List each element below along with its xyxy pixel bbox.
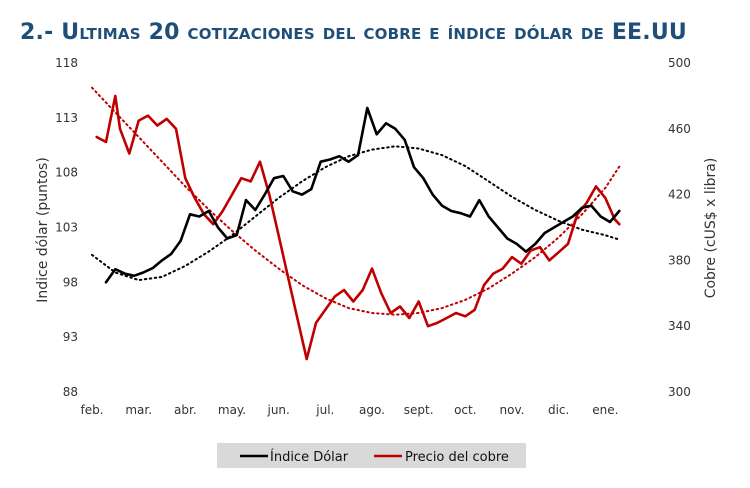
x-tick-label: sept. xyxy=(404,403,434,417)
legend: Índice Dólar Precio del cobre xyxy=(217,443,526,468)
right-tick-label: 300 xyxy=(668,385,691,399)
copper-price-line xyxy=(95,94,621,361)
x-tick-label: jul. xyxy=(315,403,334,417)
dollar-trend-line xyxy=(91,145,621,282)
right-tick-label: 340 xyxy=(668,319,691,333)
right-tick-label: 420 xyxy=(668,188,691,202)
right-tick-label: 380 xyxy=(668,253,691,267)
x-tick-label: ene. xyxy=(592,403,618,417)
left-tick-label: 113 xyxy=(55,111,78,125)
right-tick-label: 460 xyxy=(668,122,691,136)
right-axis-label: Cobre (cUS$ x libra) xyxy=(703,158,719,299)
copper-trend-line xyxy=(91,86,621,316)
series-layer xyxy=(91,86,621,361)
x-axis-ticks: feb. mar. abr. may. jun. jul. ago. sept. oct. nov… xyxy=(80,403,618,417)
x-tick-label: nov. xyxy=(500,403,525,417)
left-tick-label: 118 xyxy=(55,56,78,70)
page-title: 2.- Ultimas 20 cotizaciones del cobre e … xyxy=(20,20,687,45)
x-tick-label: dic. xyxy=(548,403,569,417)
left-axis-label: Indice dólar (puntos) xyxy=(35,157,51,303)
x-tick-label: oct. xyxy=(454,403,476,417)
legend-label-copper: Precio del cobre xyxy=(405,450,509,465)
left-tick-label: 88 xyxy=(63,385,78,399)
right-tick-label: 500 xyxy=(668,56,691,70)
left-tick-label: 98 xyxy=(63,275,78,289)
dollar-index-line xyxy=(104,106,621,284)
left-tick-label: 93 xyxy=(63,330,78,344)
x-tick-label: feb. xyxy=(80,403,103,417)
x-tick-label: abr. xyxy=(174,403,197,417)
left-tick-label: 108 xyxy=(55,166,78,180)
left-axis-ticks: 88 93 98 103 108 113 118 xyxy=(55,56,78,399)
legend-box xyxy=(217,443,526,468)
x-tick-label: mar. xyxy=(125,403,152,417)
x-tick-label: may. xyxy=(218,403,246,417)
left-tick-label: 103 xyxy=(55,221,78,235)
right-axis-ticks: 300 340 380 420 460 500 xyxy=(668,56,691,399)
x-tick-label: jun. xyxy=(266,403,289,417)
x-tick-label: ago. xyxy=(359,403,385,417)
legend-label-dollar: Índice Dólar xyxy=(270,449,349,465)
